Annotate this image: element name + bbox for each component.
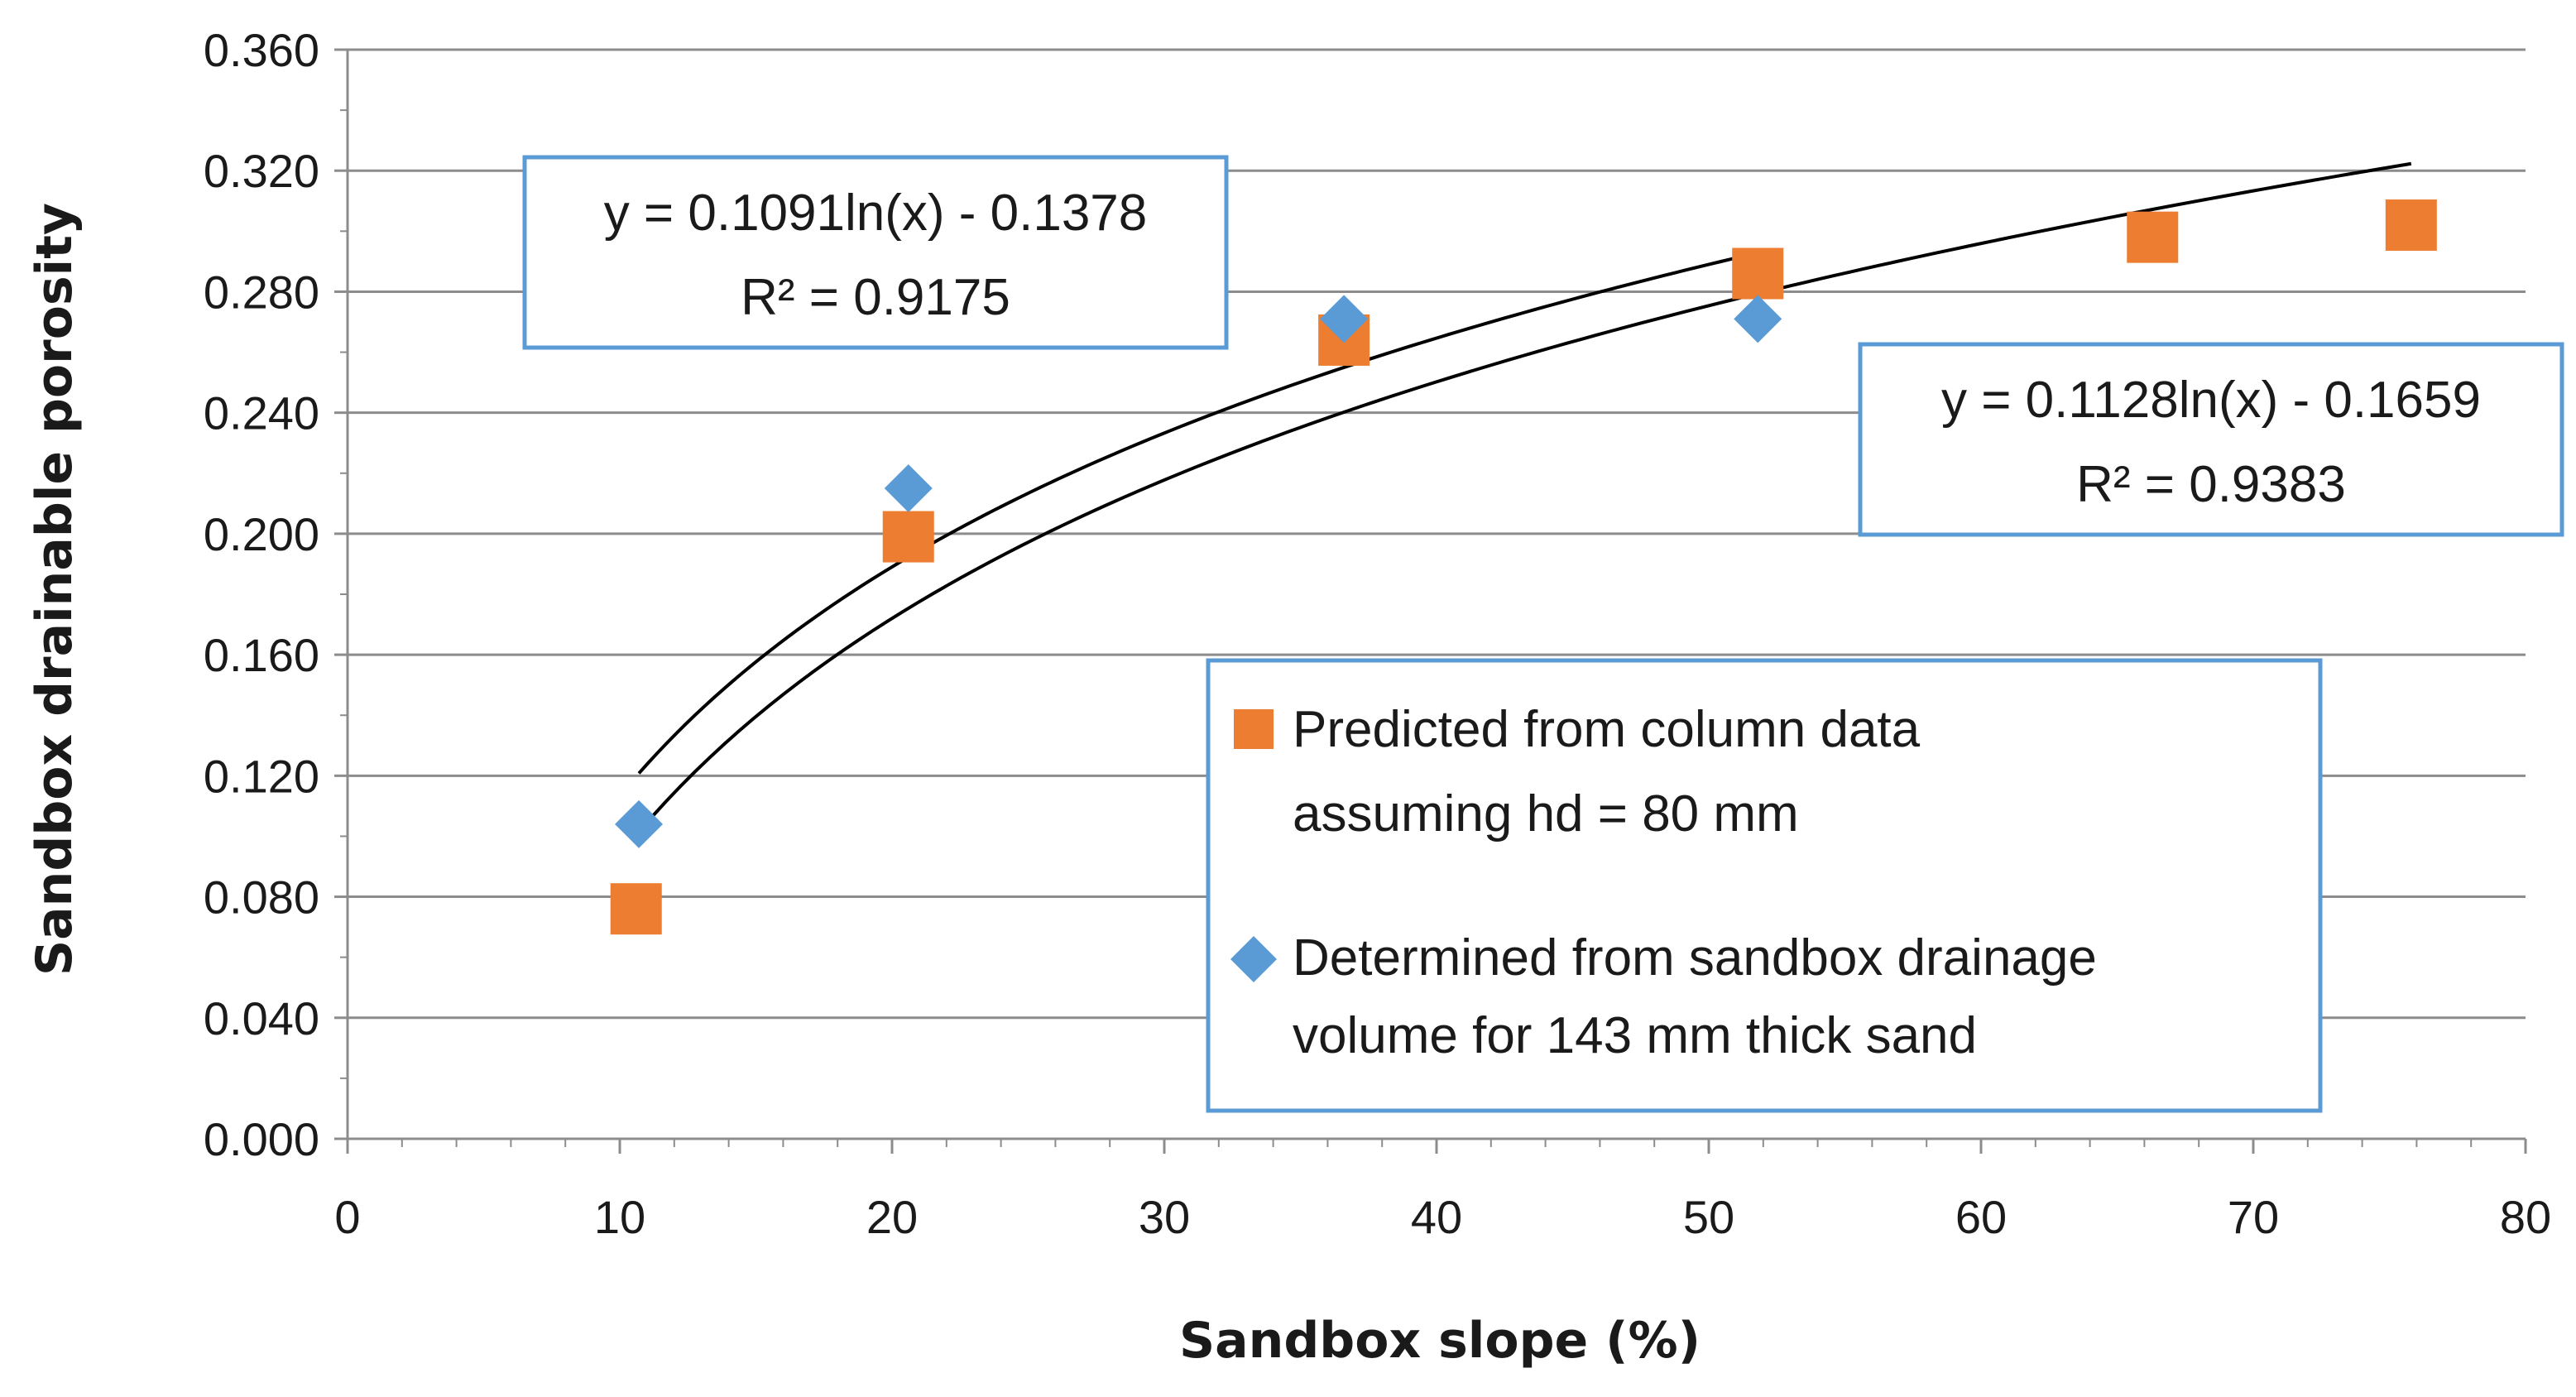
x-tick-label-2: 20 (866, 1191, 918, 1243)
point-predicted-0 (610, 883, 662, 935)
y-tick-label-1: 0.040 (204, 992, 319, 1044)
trendline-1-r2: R² = 0.9175 (741, 269, 1010, 326)
x-tick-label-4: 40 (1411, 1191, 1462, 1243)
legend-label-determined-line-1: Determined from sandbox drainage (1293, 929, 2097, 987)
y-tick-label-2: 0.080 (204, 871, 319, 924)
legend: Predicted from column data assuming hd =… (1206, 658, 2323, 1113)
point-predicted-4 (2127, 211, 2179, 263)
trendline-2-equation: y = 0.1128ln(x) - 0.1659 (1941, 372, 2481, 429)
y-tick-label-7: 0.280 (204, 266, 319, 318)
point-predicted-1 (882, 511, 934, 563)
y-tick-label-9: 0.360 (204, 24, 319, 76)
x-tick-label-0: 0 (334, 1191, 360, 1243)
legend-marker-determined (1230, 936, 1277, 982)
x-axis-title: Sandbox slope (%) (1179, 1312, 1701, 1370)
x-axis-ticks: 0 10 20 30 40 50 60 70 80 (334, 1139, 2551, 1243)
y-tick-label-8: 0.320 (204, 145, 319, 197)
x-tick-label-7: 70 (2228, 1191, 2279, 1243)
trendline-1 (637, 251, 1758, 775)
y-tick-label-3: 0.120 (204, 750, 319, 802)
y-axis-title: Sandbox drainable porosity (26, 203, 84, 976)
point-predicted-3 (1732, 247, 1784, 300)
x-tick-label-6: 60 (1955, 1191, 2007, 1243)
x-tick-label-3: 30 (1139, 1191, 1190, 1243)
data-markers (610, 199, 2437, 935)
point-determined-3 (1734, 295, 1782, 343)
trendlines (635, 161, 2412, 837)
trendline-2 (635, 161, 2412, 837)
point-determined-1 (884, 464, 933, 513)
y-tick-label-5: 0.200 (204, 508, 319, 560)
y-tick-label-4: 0.160 (204, 629, 319, 681)
legend-label-predicted-line-1: Predicted from column data (1293, 701, 1921, 758)
x-tick-label-5: 50 (1683, 1191, 1734, 1243)
trendline-1-label: y = 0.1091ln(x) - 0.1378 R² = 0.9175 (522, 155, 1229, 350)
point-predicted-5 (2385, 199, 2437, 252)
x-tick-label-8: 80 (2500, 1191, 2551, 1243)
y-tick-label-0: 0.000 (204, 1113, 319, 1165)
legend-label-predicted-line-2: assuming hd = 80 mm (1293, 785, 1799, 843)
point-determined-0 (615, 799, 664, 848)
trendline-1-equation: y = 0.1091ln(x) - 0.1378 (604, 185, 1148, 242)
y-axis-ticks: 0.000 0.040 0.080 0.120 0.160 0.200 0.240 0.280… (204, 24, 348, 1165)
point-determined-2 (1320, 295, 1369, 343)
x-tick-label-1: 10 (594, 1191, 645, 1243)
y-tick-label-6: 0.240 (204, 387, 319, 439)
legend-marker-predicted (1234, 709, 1274, 749)
trendline-2-r2: R² = 0.9383 (2076, 456, 2346, 513)
legend-label-determined-line-2: volume for 143 mm thick sand (1293, 1007, 1977, 1064)
trendline-2-label: y = 0.1128ln(x) - 0.1659 R² = 0.9383 (1858, 342, 2564, 537)
